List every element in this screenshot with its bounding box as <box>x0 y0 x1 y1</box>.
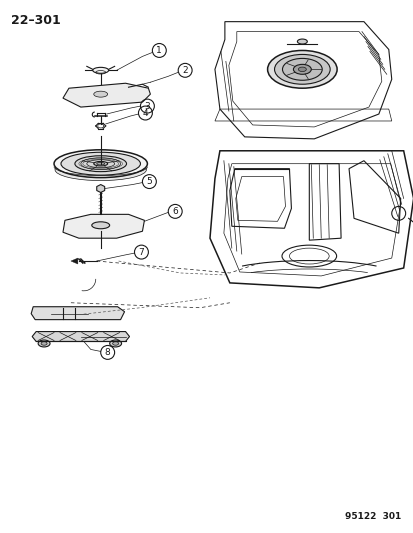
Polygon shape <box>32 332 129 342</box>
Text: 4: 4 <box>142 109 148 118</box>
Ellipse shape <box>297 39 306 44</box>
Text: 2: 2 <box>182 66 188 75</box>
Ellipse shape <box>282 59 321 80</box>
Text: 6: 6 <box>172 207 178 216</box>
Ellipse shape <box>97 163 104 165</box>
Text: 3: 3 <box>144 102 150 110</box>
Text: 22–301: 22–301 <box>11 14 61 27</box>
Polygon shape <box>71 258 78 264</box>
Polygon shape <box>63 83 150 107</box>
Text: 7: 7 <box>138 248 144 256</box>
Text: 1: 1 <box>156 46 162 55</box>
Ellipse shape <box>112 342 118 345</box>
Text: 8: 8 <box>104 348 110 357</box>
Text: 95122  301: 95122 301 <box>344 512 401 521</box>
Polygon shape <box>31 306 124 320</box>
Ellipse shape <box>93 67 108 74</box>
Ellipse shape <box>93 91 107 97</box>
Text: 5: 5 <box>146 177 152 186</box>
Ellipse shape <box>109 340 121 347</box>
Ellipse shape <box>274 54 330 84</box>
Ellipse shape <box>54 150 147 177</box>
Ellipse shape <box>293 64 311 74</box>
Ellipse shape <box>75 156 126 172</box>
Polygon shape <box>63 214 144 238</box>
Ellipse shape <box>92 222 109 229</box>
Ellipse shape <box>298 67 306 71</box>
Ellipse shape <box>41 342 47 345</box>
Ellipse shape <box>55 159 146 181</box>
Ellipse shape <box>93 161 107 166</box>
Ellipse shape <box>61 152 140 175</box>
Ellipse shape <box>267 51 336 88</box>
Ellipse shape <box>38 340 50 347</box>
Polygon shape <box>97 184 104 192</box>
